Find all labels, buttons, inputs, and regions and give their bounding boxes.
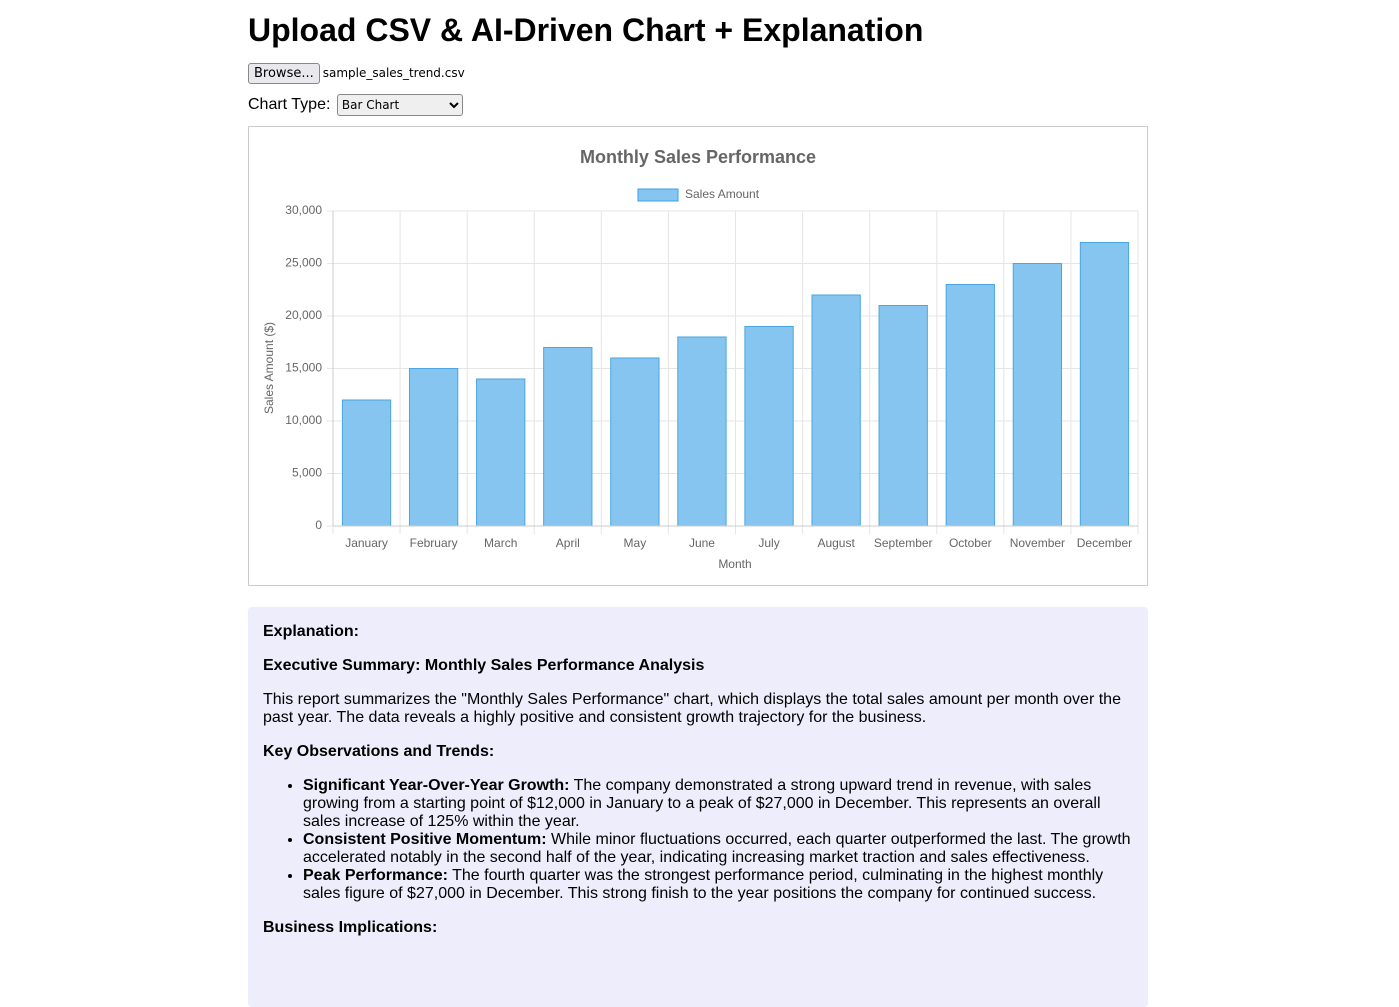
observation-text: While minor fluctuations occurred, each … (303, 831, 1131, 866)
observation-item: Consistent Positive Momentum: While mino… (303, 831, 1133, 867)
file-name: sample_sales_trend.csv (322, 66, 465, 80)
y-tick-label: 15,000 (285, 361, 322, 375)
chart-type-select[interactable]: Bar Chart (336, 94, 463, 116)
y-tick-label: 30,000 (285, 203, 322, 217)
x-tick-label: January (345, 536, 388, 550)
x-tick-label: December (1077, 536, 1132, 550)
x-tick-label: May (624, 536, 647, 550)
bar (811, 294, 861, 527)
bar (610, 357, 660, 527)
chart-type-label: Chart Type: (248, 96, 331, 113)
x-tick-label: July (758, 536, 779, 550)
x-tick-label: April (556, 536, 580, 550)
bar (878, 305, 928, 527)
x-tick-label: August (817, 536, 855, 550)
page: Upload CSV & AI-Driven Chart + Explanati… (0, 0, 1399, 943)
observation-lead: Consistent Positive Momentum: (303, 831, 547, 848)
y-axis-title: Sales Amount ($) (262, 322, 276, 414)
y-tick-label: 5,000 (292, 466, 322, 480)
observation-text: The fourth quarter was the strongest per… (303, 867, 1104, 902)
chart-container: Monthly Sales Performance Month Sales Am… (248, 126, 1148, 586)
explanation-heading: Executive Summary: Monthly Sales Perform… (263, 657, 705, 674)
observations-heading: Key Observations and Trends: (263, 743, 495, 760)
bar (677, 336, 727, 527)
chart: Monthly Sales Performance Month Sales Am… (262, 147, 1139, 571)
x-tick-label: June (689, 536, 715, 550)
explanation-panel: Explanation: Executive Summary: Monthly … (248, 607, 1148, 1007)
x-tick-label: March (484, 536, 517, 550)
explanation-intro: This report summarizes the "Monthly Sale… (263, 691, 1121, 726)
x-tick-label: September (874, 536, 933, 550)
bar (945, 284, 995, 527)
y-tick-label: 20,000 (285, 308, 322, 322)
observation-text: The company demonstrated a strong upward… (303, 777, 1101, 830)
legend-swatch (637, 188, 679, 202)
legend-label: Sales Amount (685, 187, 760, 201)
bar (476, 378, 526, 527)
bar (408, 368, 459, 527)
observation-lead: Significant Year-Over-Year Growth: (303, 777, 570, 794)
observation-lead: Peak Performance: (303, 867, 448, 884)
bar (744, 326, 794, 527)
bar (341, 399, 392, 527)
file-input: Browse... sample_sales_trend.csv (248, 63, 465, 84)
page-title: Upload CSV & AI-Driven Chart + Explanati… (248, 12, 924, 48)
observation-item: Significant Year-Over-Year Growth: The c… (303, 777, 1133, 831)
y-tick-label: 25,000 (285, 256, 322, 270)
observations-list: Significant Year-Over-Year Growth: The c… (263, 777, 1133, 903)
browse-button[interactable]: Browse... (248, 63, 320, 84)
x-tick-label: October (949, 536, 992, 550)
chart-type-control: Chart Type: Bar Chart (248, 94, 463, 116)
chart-title: Monthly Sales Performance (580, 147, 816, 167)
x-tick-label: February (410, 536, 458, 550)
bar (1012, 263, 1063, 527)
y-tick-label: 0 (315, 518, 322, 532)
bar (1079, 242, 1130, 527)
implications-heading: Business Implications: (263, 919, 438, 936)
x-tick-label: November (1010, 536, 1065, 550)
observation-item: Peak Performance: The fourth quarter was… (303, 867, 1133, 903)
bar (543, 347, 593, 527)
y-tick-label: 10,000 (285, 413, 322, 427)
x-axis-title: Month (718, 557, 751, 571)
explanation-label: Explanation: (263, 623, 360, 640)
